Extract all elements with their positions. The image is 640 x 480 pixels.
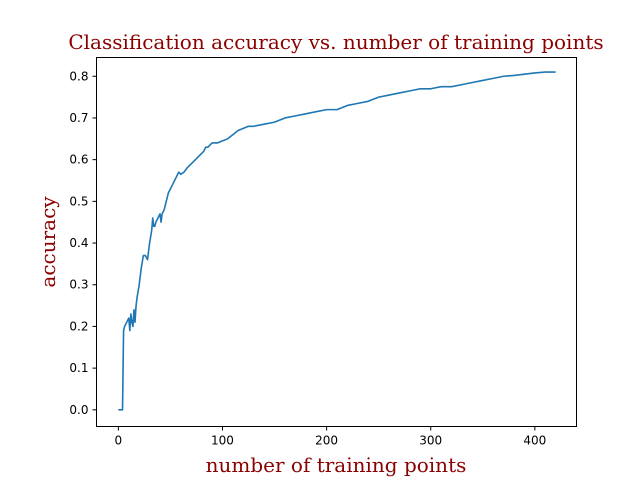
y-axis-ticks: 0.0 0.1 0.2 0.3 0.4 0.5 0.6 0.7 0.8 [69, 69, 97, 417]
y-tick-label: 0.8 [69, 69, 88, 83]
y-axis-label: accuracy [36, 196, 60, 288]
x-tick-label: 200 [315, 434, 338, 448]
series-group [118, 71, 556, 411]
chart-title: Classification accuracy vs. number of tr… [68, 30, 603, 54]
x-tick-label: 0 [115, 434, 123, 448]
x-tick-label: 400 [523, 434, 546, 448]
x-axis-ticks: 0 100 200 300 400 [115, 426, 546, 448]
y-tick-label: 0.7 [69, 111, 88, 125]
x-axis-label: number of training points [206, 453, 467, 477]
plot-area-frame [96, 57, 577, 427]
y-tick-label: 0.3 [69, 278, 88, 292]
y-tick-label: 0.1 [69, 361, 88, 375]
y-tick-label: 0.2 [69, 319, 88, 333]
y-tick-label: 0.0 [69, 403, 88, 417]
y-tick-label: 0.4 [69, 236, 88, 250]
y-tick-label: 0.5 [69, 194, 88, 208]
x-tick-label: 300 [419, 434, 442, 448]
x-tick-label: 100 [211, 434, 234, 448]
y-tick-label: 0.6 [69, 153, 88, 167]
series-line-0 [118, 71, 556, 411]
